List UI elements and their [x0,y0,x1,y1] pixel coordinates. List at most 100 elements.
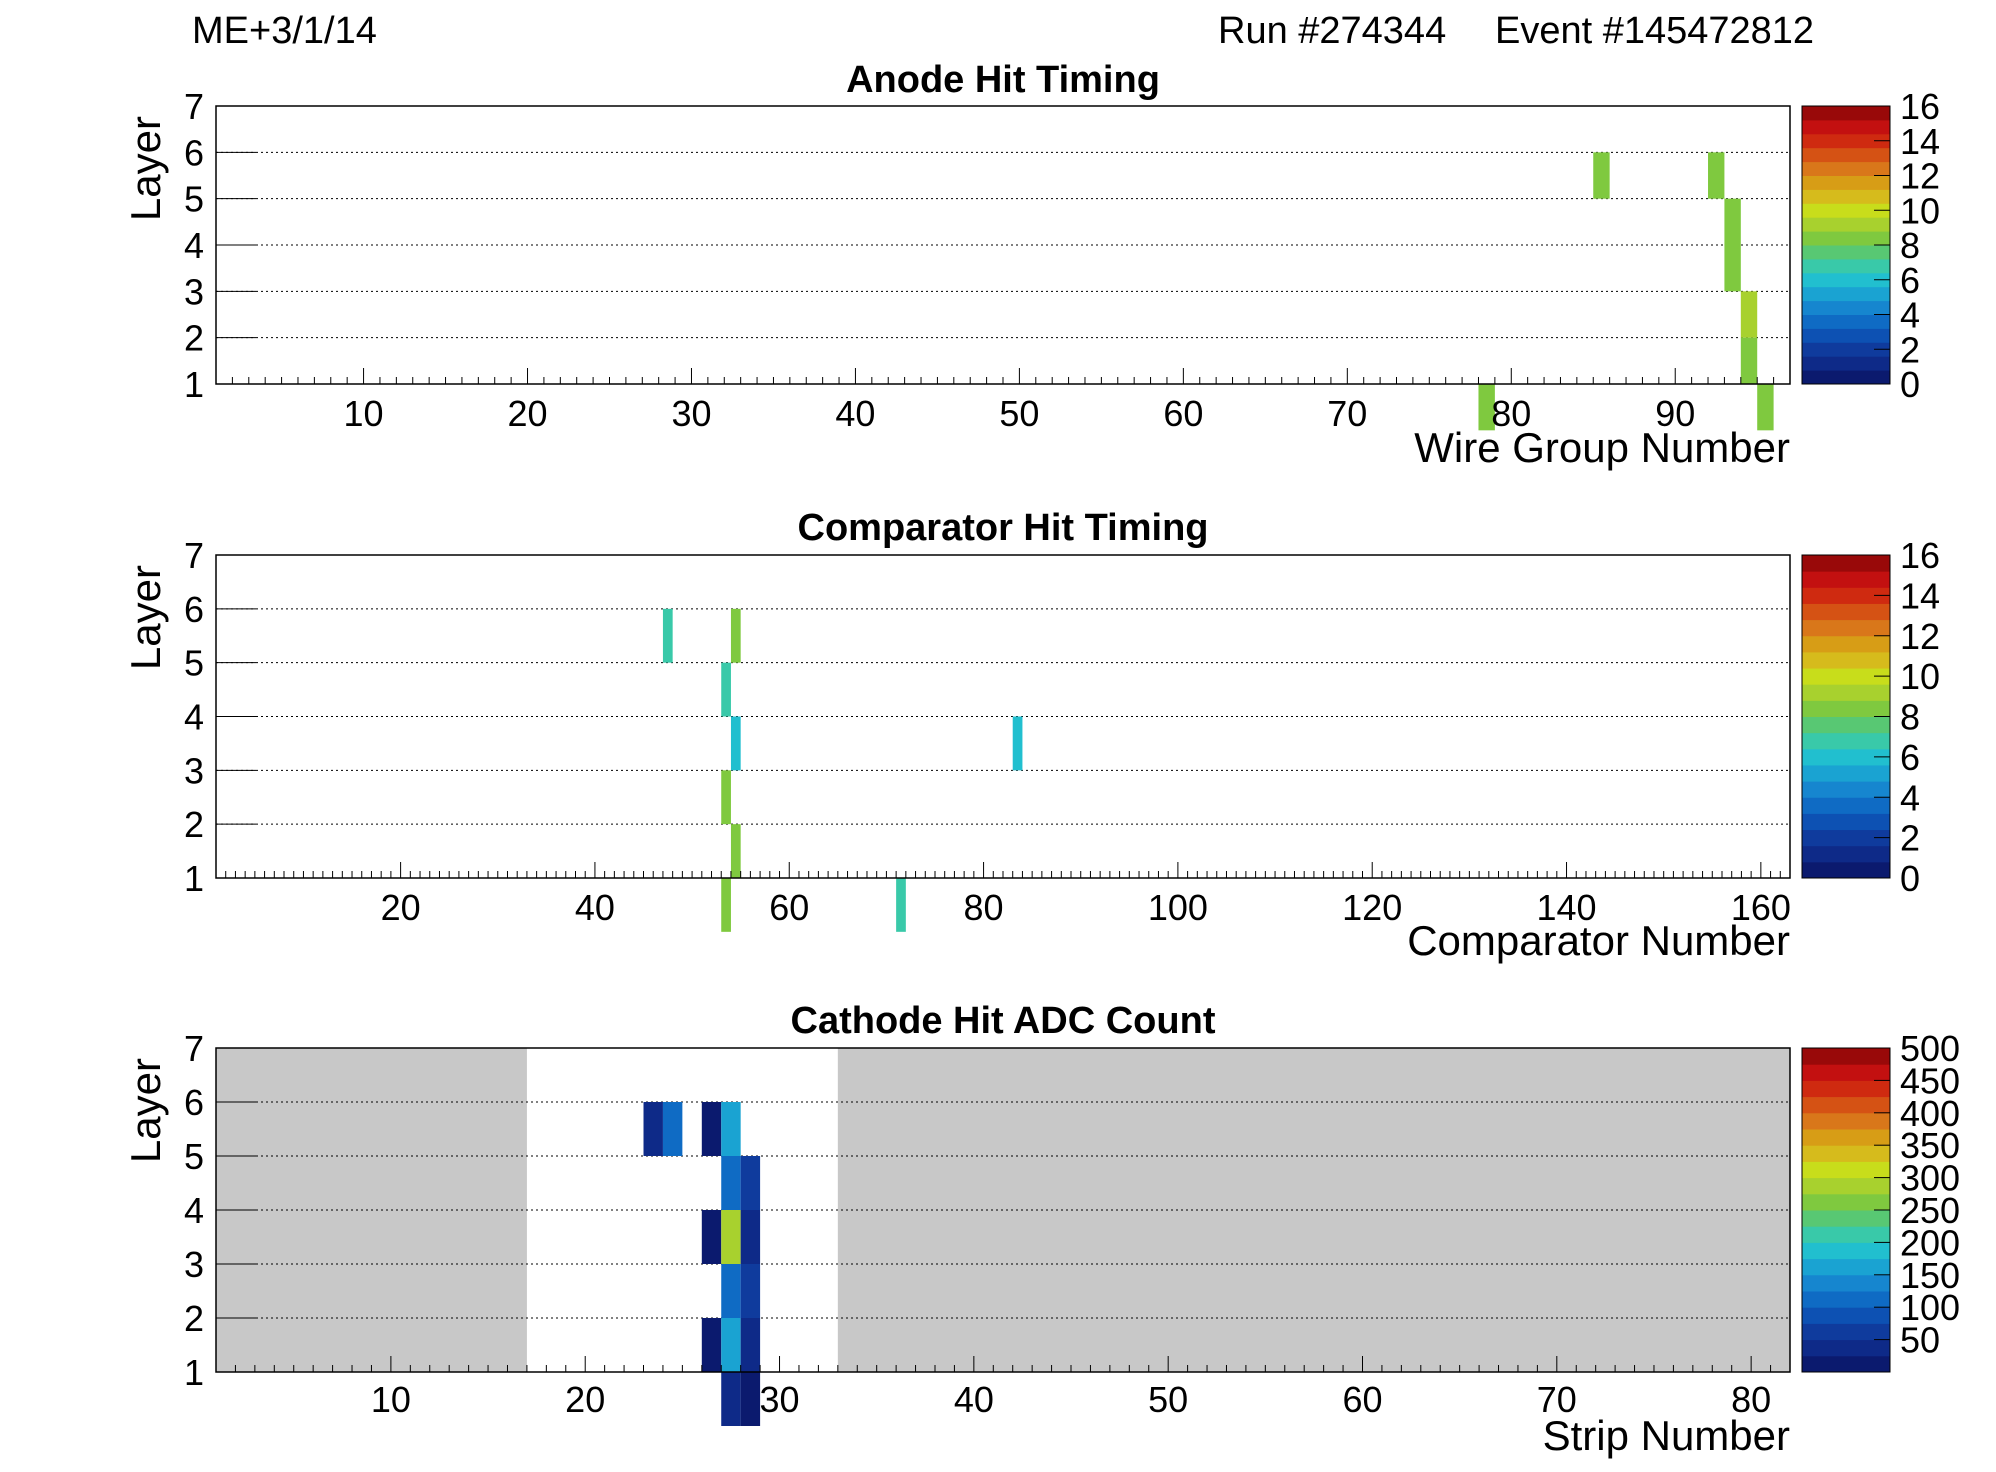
y-tick-label: 6 [184,132,204,173]
colorbar-segment [1802,1242,1890,1260]
colorbar-segment [1802,1323,1890,1341]
x-tick-label: 50 [1148,1379,1188,1420]
x-tick-label: 120 [1342,887,1402,928]
colorbar-tick-label: 300 [1900,1158,1960,1199]
colorbar-segment [1802,245,1890,260]
colorbar-segment [1802,635,1890,653]
colorbar-segment [1802,1210,1890,1227]
colorbar-tick-label: 16 [1900,86,1940,127]
colorbar-segment [1802,175,1890,190]
colorbar-segment [1802,133,1890,149]
x-tick-label: 60 [1342,1379,1382,1420]
colorbar-tick-label: 0 [1900,858,1920,899]
colorbar-segment [1802,370,1890,385]
heatmap-cell [662,1102,683,1156]
colorbar-segment [1802,106,1890,121]
colorbar-segment [1802,258,1890,274]
x-tick-label: 40 [954,1379,994,1420]
heatmap-cell [721,1102,741,1156]
x-tick-label: 80 [964,887,1004,928]
colorbar-tick-label: 8 [1900,225,1920,266]
heatmap-cell [721,1156,741,1210]
chart-title: Anode Hit Timing [846,59,1160,101]
colorbar-segment [1802,797,1890,814]
colorbar-tick-label: 4 [1900,295,1920,336]
heatmap-cell [1478,384,1495,431]
y-axis-label: Layer [122,1058,169,1163]
colorbar-segment [1802,231,1890,246]
colorbar-tick-label: 6 [1900,260,1920,301]
colorbar-segment [1802,286,1890,302]
colorbar-segment [1802,1274,1890,1292]
x-tick-label: 100 [1148,887,1208,928]
colorbar-segment [1802,147,1890,163]
heatmap-cell [721,1318,741,1372]
colorbar-tick-label: 14 [1900,121,1940,162]
x-tick-label: 20 [507,393,547,434]
heatmap-cell [701,1210,722,1264]
colorbar-segment [1802,1161,1890,1179]
x-tick-label: 10 [371,1379,411,1420]
y-axis-label: Layer [122,565,169,670]
colorbar-tick-label: 2 [1900,818,1920,859]
y-axis-label: Layer [122,116,169,221]
heatmap-cell [1724,198,1741,245]
colorbar-tick-label: 2 [1900,329,1920,370]
x-tick-label: 10 [344,393,384,434]
y-tick-label: 3 [184,271,204,312]
colorbar-tick-label: 12 [1900,616,1940,657]
y-tick-label: 5 [184,1136,204,1177]
heatmap-cell [701,1318,722,1372]
colorbar-segment [1802,716,1890,734]
colorbar-tick-label: 8 [1900,697,1920,738]
y-tick-label: 1 [184,858,204,899]
colorbar-tick-label: 50 [1900,1320,1940,1361]
x-tick-label: 50 [999,393,1039,434]
x-tick-label: 70 [1327,393,1367,434]
colorbar-tick-label: 16 [1900,535,1940,576]
heatmap-cell [721,1210,741,1264]
heatmap-cell [730,608,741,663]
colorbar-tick-label: 150 [1900,1255,1960,1296]
colorbar-segment [1802,668,1890,685]
colorbar-tick-label: 14 [1900,575,1940,616]
x-tick-label: 60 [769,887,809,928]
colorbar-segment [1802,781,1890,798]
x-tick-label: 40 [835,393,875,434]
colorbar-segment [1802,764,1890,782]
heatmap-cell [721,770,731,825]
colorbar-segment [1802,587,1890,604]
colorbar-segment [1802,356,1890,371]
x-tick-label: 20 [381,887,421,928]
x-tick-label: 80 [1731,1379,1771,1420]
run-label: Run #274344 [1218,10,1447,52]
colorbar-segment [1802,203,1890,218]
colorbar-segment [1802,1080,1890,1098]
colorbar-segment [1802,328,1890,343]
colorbar-tick-label: 10 [1900,190,1940,231]
heatmap-cell [1593,152,1610,199]
heatmap-cell [721,1264,741,1318]
colorbar-segment [1802,1129,1890,1146]
colorbar-tick-label: 450 [1900,1060,1960,1101]
colorbar-segment [1802,1145,1890,1162]
colorbar-segment [1802,861,1890,879]
colorbar-segment [1802,1307,1890,1324]
colorbar-tick-label: 4 [1900,777,1920,818]
x-tick-label: 70 [1537,1379,1577,1420]
colorbar-tick-label: 6 [1900,737,1920,778]
heatmap-cell [701,1102,722,1156]
colorbar-segment [1802,603,1890,621]
chart-title: Cathode Hit ADC Count [791,1000,1216,1042]
y-tick-label: 4 [184,225,204,266]
y-tick-label: 6 [184,1082,204,1123]
x-tick-label: 40 [575,887,615,928]
colorbar-segment [1802,342,1890,357]
heatmap-cell [1740,291,1758,338]
colorbar-segment [1802,829,1890,847]
colorbar-segment [1802,272,1890,288]
